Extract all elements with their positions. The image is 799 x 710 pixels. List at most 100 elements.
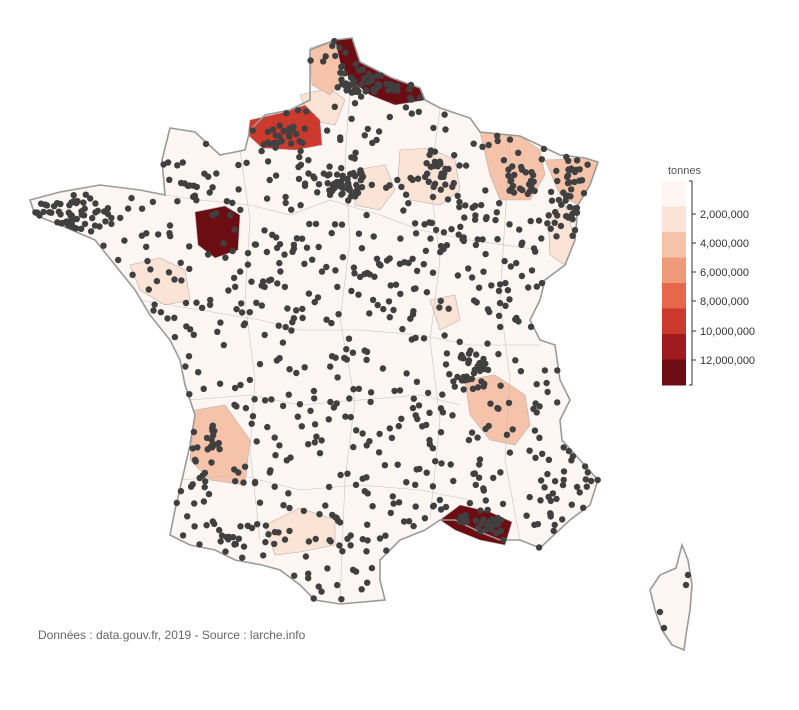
facility-dot [536, 434, 543, 441]
facility-dot [376, 430, 383, 438]
facility-dot [293, 130, 300, 138]
facility-dot [261, 331, 268, 339]
facility-dot [466, 499, 474, 507]
facility-dot [412, 503, 419, 510]
facility-dot [261, 283, 268, 291]
facility-dot [303, 108, 310, 115]
facility-dot [656, 608, 664, 616]
legend-tick-label: 8,000,000 [700, 296, 749, 308]
facility-dot [276, 355, 283, 362]
facility-dot [472, 241, 480, 249]
facility-dot [439, 391, 446, 398]
facility-dot [367, 398, 374, 406]
facility-dot [374, 301, 381, 309]
facility-dot [271, 540, 278, 548]
facility-dot [222, 548, 229, 555]
facility-dot [527, 217, 534, 225]
facility-dot [286, 504, 293, 512]
facility-dot [200, 498, 208, 505]
facility-dot [288, 327, 295, 334]
facility-dot [307, 407, 314, 414]
facility-dot [279, 402, 287, 410]
facility-dot [205, 490, 213, 498]
legend-axis: 2,000,000 4,000,000 6,000,000 8,000,000 10,0… [689, 180, 755, 386]
facility-dot [324, 180, 331, 187]
facility-dot [281, 251, 288, 258]
facility-dot [482, 497, 489, 504]
facility-dot [475, 474, 483, 481]
facility-dot [338, 221, 346, 228]
facility-dot [528, 267, 536, 274]
facility-dot [294, 107, 302, 114]
facility-dot [179, 159, 186, 166]
facility-dot [451, 383, 458, 390]
facility-dot [454, 192, 461, 200]
facility-dot [301, 182, 309, 189]
facility-dot [238, 300, 245, 307]
facility-dot [497, 469, 504, 476]
facility-dot [495, 287, 503, 295]
facility-dot [311, 421, 319, 428]
facility-dot [414, 175, 422, 182]
facility-dot [361, 488, 368, 495]
legend-swatch [662, 181, 686, 207]
facility-dot [554, 399, 561, 406]
facility-dot [429, 483, 437, 490]
facility-dot [289, 319, 296, 326]
facility-dot [472, 517, 480, 524]
facility-dot [432, 226, 440, 234]
facility-dot [505, 399, 513, 407]
facility-dot [281, 283, 289, 291]
facility-dot [482, 187, 489, 194]
facility-dot [456, 162, 463, 169]
facility-dot [413, 267, 421, 275]
facility-dot [63, 218, 70, 225]
facility-dot [272, 452, 279, 459]
facility-dot [199, 472, 206, 479]
facility-dot [497, 527, 505, 535]
legend-swatch [662, 308, 686, 335]
facility-dot [470, 140, 477, 147]
facility-dot [519, 186, 526, 194]
facility-dot [482, 526, 489, 533]
facility-dot [390, 306, 397, 314]
facility-dot [479, 236, 486, 243]
country-outline [28, 37, 693, 652]
facility-dot [272, 132, 279, 139]
facility-dot [353, 427, 360, 434]
facility-dot [336, 542, 343, 549]
facility-dot [584, 469, 591, 476]
facility-dot [332, 267, 339, 274]
facility-dot [441, 111, 448, 118]
facility-dot [186, 391, 193, 398]
legend-swatch [662, 283, 686, 309]
facility-dot [569, 453, 577, 460]
facility-dot [359, 536, 366, 543]
facility-dot [565, 447, 573, 455]
facility-dot [235, 161, 242, 169]
facility-dot [206, 301, 214, 308]
facility-dot [276, 259, 283, 267]
facility-dot [684, 571, 692, 579]
facility-dot [341, 354, 348, 362]
facility-dot [476, 461, 483, 468]
facility-dot [497, 382, 504, 389]
facility-dot [573, 166, 580, 174]
facility-dot [371, 273, 378, 280]
legend-tick-label: 2,000,000 [700, 209, 749, 221]
facility-dot [396, 387, 404, 394]
facility-dot [329, 181, 336, 189]
facility-dot [207, 296, 214, 304]
facility-dot [368, 77, 375, 85]
facility-dot [246, 376, 254, 384]
facility-dot [392, 281, 400, 288]
facility-dot [480, 268, 487, 275]
facility-dot [186, 243, 193, 250]
facility-dot [471, 470, 478, 477]
facility-dot [430, 183, 437, 190]
facility-dot [403, 479, 410, 486]
facility-dot [100, 242, 107, 249]
facility-dot [531, 427, 539, 434]
facility-dot [204, 251, 212, 258]
facility-dot [468, 429, 476, 436]
